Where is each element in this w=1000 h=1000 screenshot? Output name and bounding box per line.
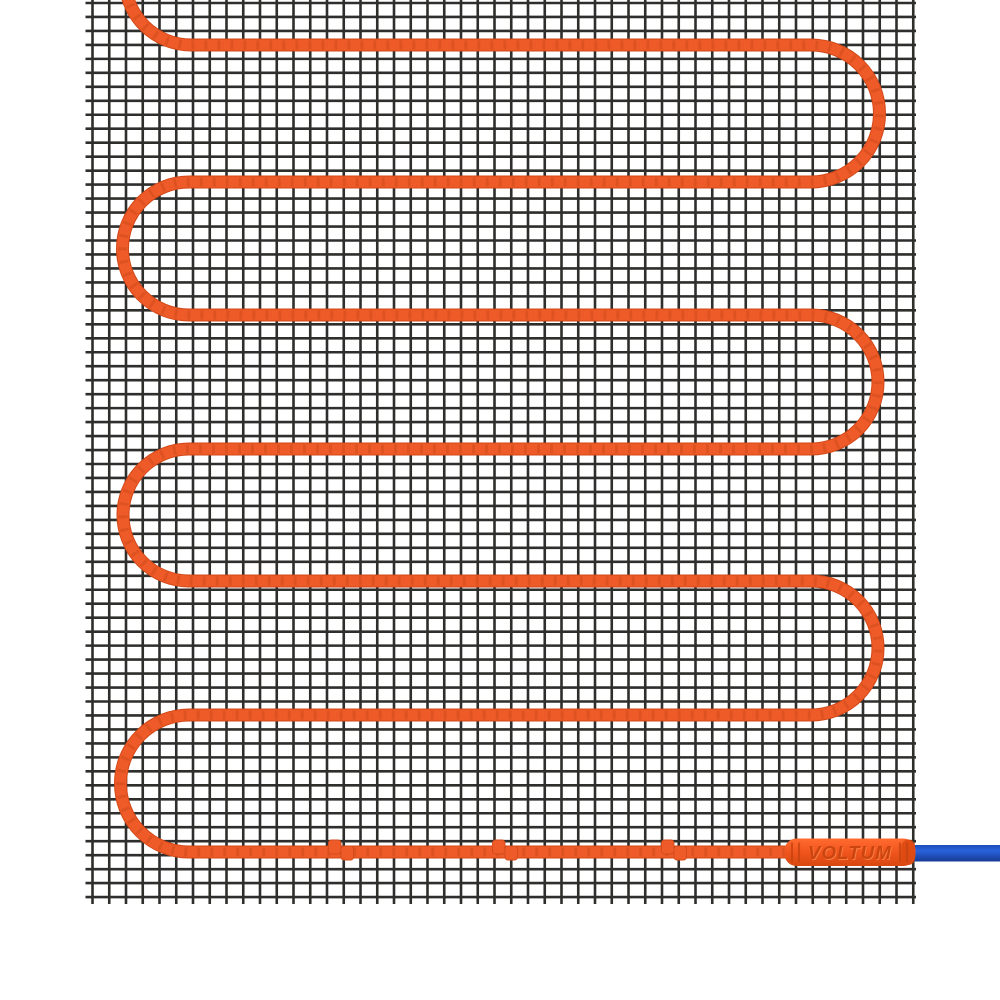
heating-cable-body [115, 0, 885, 858]
clip-upper-block [492, 839, 506, 855]
connector-body [784, 838, 916, 866]
brand-label-emboss-highlight: VOLTUM [809, 843, 893, 864]
clip-lower-block [504, 845, 518, 861]
connector-end-cap [901, 839, 915, 865]
cable-clip [492, 839, 518, 861]
cable-clip [328, 839, 354, 861]
cable-clip [661, 839, 687, 861]
clip-lower-block [673, 845, 687, 861]
clip-upper-block [661, 839, 675, 855]
clip-lower-block [340, 845, 354, 861]
brand-label: VOLTUM [808, 842, 892, 863]
cold-lead-cable [908, 845, 1000, 862]
heating-cable [114, 0, 886, 859]
clip-upper-block [328, 839, 342, 855]
heating-cable-twist-texture [116, 0, 884, 857]
cable-clips [328, 839, 687, 861]
